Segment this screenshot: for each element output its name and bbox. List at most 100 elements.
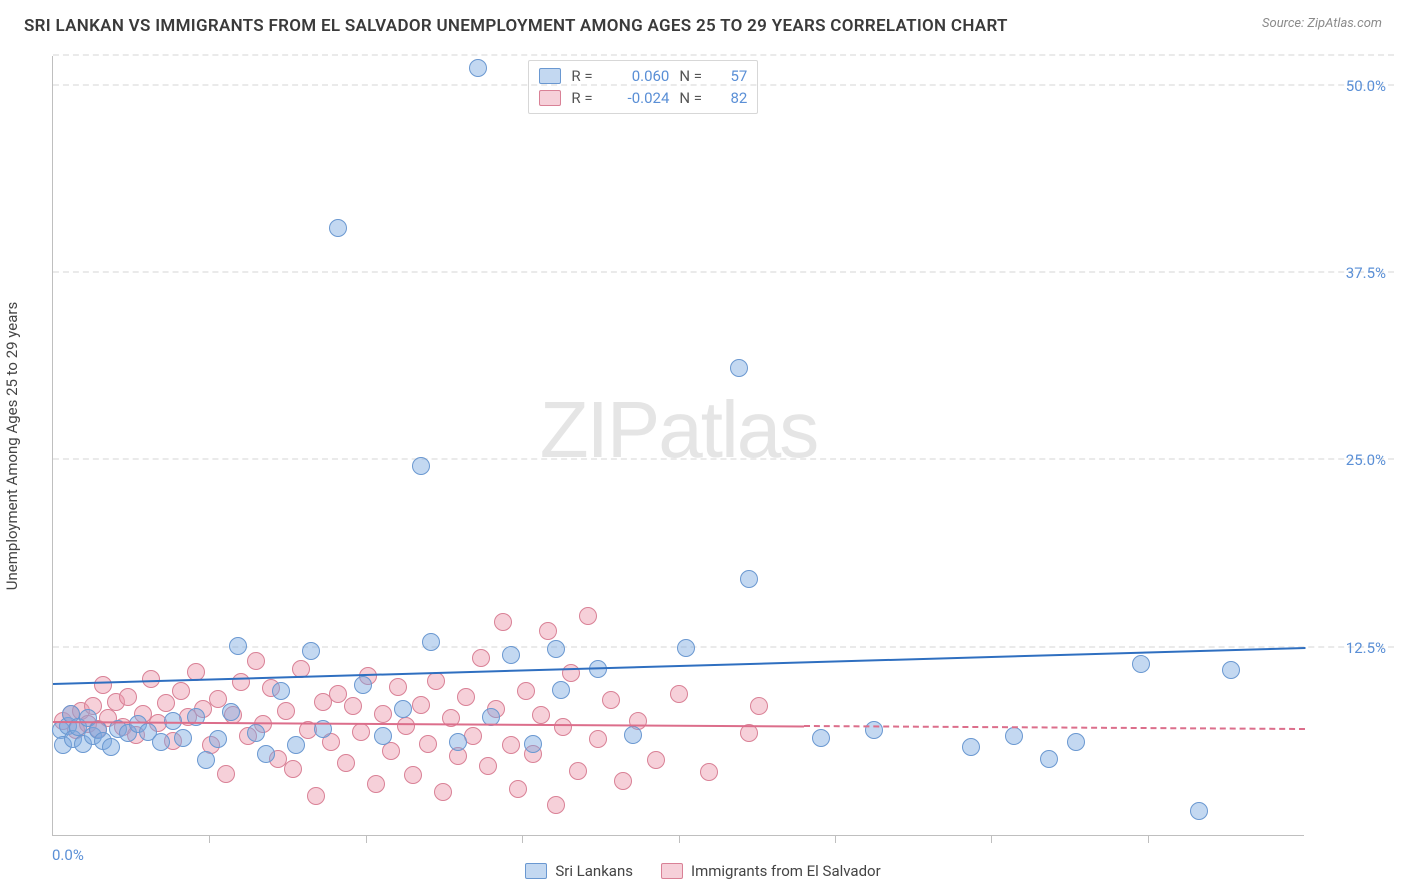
scatter-point	[670, 685, 688, 703]
x-tick	[1148, 835, 1149, 843]
scatter-point	[457, 688, 475, 706]
scatter-point	[647, 751, 665, 769]
scatter-point	[247, 724, 265, 742]
scatter-point	[812, 729, 830, 747]
r-value-b: -0.024	[609, 89, 669, 107]
scatter-point	[509, 780, 527, 798]
scatter-point	[547, 796, 565, 814]
x-tick	[209, 835, 210, 843]
grid-line	[53, 84, 1394, 86]
n-value-a: 57	[717, 67, 747, 85]
scatter-point	[1005, 727, 1023, 745]
scatter-point	[494, 613, 512, 631]
scatter-point	[354, 676, 372, 694]
x-tick	[835, 835, 836, 843]
scatter-point	[247, 652, 265, 670]
scatter-point	[517, 682, 535, 700]
scatter-point	[434, 783, 452, 801]
swatch-b-icon	[539, 90, 561, 106]
scatter-point	[374, 705, 392, 723]
scatter-point	[750, 697, 768, 715]
grid-line	[53, 646, 1394, 648]
scatter-point	[412, 696, 430, 714]
legend-item-a: Sri Lankans	[525, 862, 633, 880]
scatter-point	[229, 637, 247, 655]
scatter-point	[157, 694, 175, 712]
r-label-a: R =	[571, 67, 599, 85]
scatter-point	[677, 639, 695, 657]
scatter-point	[532, 706, 550, 724]
scatter-point	[422, 633, 440, 651]
scatter-point	[740, 570, 758, 588]
scatter-point	[232, 673, 250, 691]
watermark-b: atlas	[658, 385, 817, 474]
scatter-point	[579, 607, 597, 625]
scatter-point	[539, 622, 557, 640]
scatter-point	[284, 760, 302, 778]
swatch-a-icon	[539, 68, 561, 84]
n-value-b: 82	[717, 89, 747, 107]
r-value-a: 0.060	[609, 67, 669, 85]
scatter-point	[217, 765, 235, 783]
scatter-point	[352, 723, 370, 741]
scatter-point	[174, 729, 192, 747]
scatter-point	[302, 642, 320, 660]
scatter-point	[374, 727, 392, 745]
scatter-point	[552, 681, 570, 699]
scatter-point	[554, 718, 572, 736]
scatter-point	[1067, 733, 1085, 751]
legend-item-b: Immigrants from El Salvador	[661, 862, 881, 880]
scatter-point	[277, 702, 295, 720]
scatter-point	[337, 754, 355, 772]
scatter-point	[329, 219, 347, 237]
scatter-point	[469, 59, 487, 77]
scatter-point	[287, 736, 305, 754]
scatter-point	[394, 700, 412, 718]
scatter-point	[472, 649, 490, 667]
swatch-b2-icon	[661, 863, 683, 879]
scatter-point	[412, 457, 430, 475]
scatter-point	[197, 751, 215, 769]
x-tick	[679, 835, 680, 843]
scatter-point	[272, 682, 290, 700]
scatter-point	[1132, 655, 1150, 673]
y-tick-label: 37.5%	[1316, 264, 1386, 282]
swatch-a2-icon	[525, 863, 547, 879]
chart-area: Unemployment Among Ages 25 to 29 years Z…	[52, 56, 1394, 836]
scatter-point	[589, 730, 607, 748]
scatter-point	[730, 359, 748, 377]
scatter-point	[865, 721, 883, 739]
x-tick	[366, 835, 367, 843]
legend-b-label: Immigrants from El Salvador	[691, 862, 881, 880]
grid-line	[53, 54, 1394, 56]
scatter-point	[329, 685, 347, 703]
y-tick-label: 25.0%	[1316, 451, 1386, 469]
scatter-point	[547, 640, 565, 658]
chart-source: Source: ZipAtlas.com	[1262, 16, 1382, 31]
y-tick-label: 12.5%	[1316, 639, 1386, 657]
scatter-point	[172, 682, 190, 700]
n-label-a: N =	[679, 67, 707, 85]
scatter-point	[102, 738, 120, 756]
scatter-point	[397, 717, 415, 735]
watermark-a: ZIP	[540, 385, 658, 474]
scatter-point	[367, 775, 385, 793]
scatter-point	[404, 766, 422, 784]
scatter-point	[257, 745, 275, 763]
scatter-point	[307, 787, 325, 805]
scatter-point	[119, 688, 137, 706]
scatter-point	[152, 733, 170, 751]
x-tick	[991, 835, 992, 843]
scatter-point	[569, 762, 587, 780]
x-tick	[522, 835, 523, 843]
scatter-point	[502, 736, 520, 754]
chart-title: SRI LANKAN VS IMMIGRANTS FROM EL SALVADO…	[24, 16, 1008, 36]
scatter-point	[524, 735, 542, 753]
scatter-point	[389, 678, 407, 696]
legend-a-label: Sri Lankans	[555, 862, 633, 880]
scatter-point	[419, 735, 437, 753]
scatter-point	[449, 733, 467, 751]
grid-line	[53, 271, 1394, 273]
grid-line	[53, 458, 1394, 460]
plot-area: ZIPatlas R = 0.060 N = 57 R = -0.024 N =…	[52, 56, 1304, 836]
